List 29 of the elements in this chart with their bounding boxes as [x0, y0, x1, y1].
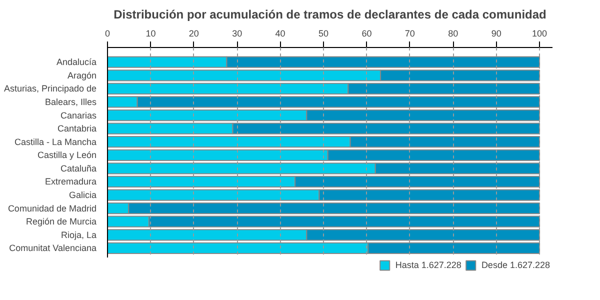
y-tick-label: Asturias, Principado de	[4, 84, 97, 94]
x-tick-label: 50	[318, 28, 329, 38]
x-tick-label: 20	[188, 28, 199, 38]
x-tick-label: 30	[232, 28, 242, 38]
y-tick-label: Galicia	[68, 190, 97, 200]
x-tick-label: 100	[532, 28, 548, 38]
legend-label: Desde 1.627.228	[481, 260, 550, 270]
legend-label: Hasta 1.627.228	[395, 260, 462, 270]
y-tick-label: Comunidad de Madrid	[8, 203, 97, 214]
x-tick-label: 40	[275, 28, 286, 38]
y-tick-label: Comunitat Valenciana	[9, 243, 97, 254]
y-tick-label: Canarias	[60, 110, 97, 120]
y-tick-label: Castilla - La Mancha	[14, 136, 97, 147]
x-tick-label: 90	[491, 28, 502, 38]
y-tick-label: Rioja, La	[60, 230, 97, 240]
y-tick-label: Castilla y León	[37, 150, 97, 160]
y-tick-label: Cataluña	[60, 163, 97, 174]
x-tick-label: 0	[104, 28, 110, 38]
y-tick-label: Cantabria	[57, 124, 97, 134]
x-tick-label: 10	[146, 28, 156, 38]
y-tick-label: Andalucía	[56, 57, 96, 68]
x-tick-label: 70	[404, 28, 415, 38]
chart-title: Distribución por acumulación de tramos de declarantes de cada comunidad	[114, 8, 546, 22]
y-tick-label: Extremadura	[44, 176, 97, 187]
x-tick-label: 60	[362, 28, 372, 38]
y-tick-label: Región de Murcia	[26, 216, 97, 227]
x-tick-label: 80	[448, 28, 458, 38]
y-tick-label: Aragón	[67, 70, 97, 80]
y-tick-label: Balears, Illes	[44, 96, 97, 107]
